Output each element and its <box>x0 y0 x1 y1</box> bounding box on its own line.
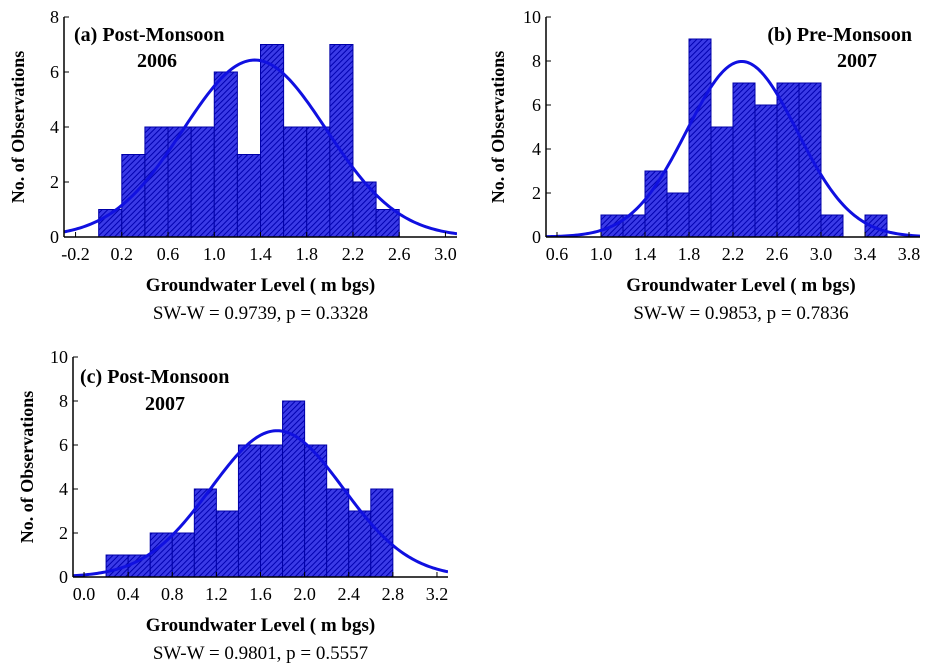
x-tick-label: 0.6 <box>546 244 569 264</box>
histogram-bar <box>282 400 306 578</box>
histogram-bar <box>260 444 284 578</box>
x-tick-label: 3.0 <box>434 244 457 264</box>
panel-title: (b) Pre-Monsoon <box>767 24 912 46</box>
histogram-bar <box>710 126 734 238</box>
histogram-bar <box>754 104 778 238</box>
y-axis-label: No. of Observations <box>17 391 37 544</box>
x-tick-label: 1.4 <box>249 244 272 264</box>
y-tick-label: 8 <box>532 51 541 71</box>
y-tick-label: 2 <box>59 523 68 543</box>
x-tick-label: 3.4 <box>854 244 877 264</box>
histogram-bar <box>237 444 261 578</box>
normal-fit-curve <box>73 429 448 577</box>
histogram-bar <box>798 82 822 238</box>
y-tick-label: 6 <box>50 62 59 82</box>
y-tick-label: 4 <box>50 117 59 137</box>
x-tick-label: 1.8 <box>678 244 701 264</box>
x-tick-label: 3.8 <box>898 244 921 264</box>
histogram-bar <box>260 44 285 238</box>
histogram-bar <box>666 192 690 238</box>
y-tick-label: 6 <box>59 435 68 455</box>
y-axis-label: No. of Observations <box>8 51 28 204</box>
normal-fit-curve <box>64 58 457 236</box>
x-tick-label: 2.8 <box>382 584 405 604</box>
histogram-bar <box>171 532 195 578</box>
histogram-bar <box>127 554 151 578</box>
panel-subtitle: 2006 <box>137 50 177 72</box>
panel-subtitle: 2007 <box>837 50 877 72</box>
histogram-bar <box>213 71 238 238</box>
histogram-bar <box>144 126 169 238</box>
histogram-bar <box>820 214 844 238</box>
x-axis-label: Groundwater Level ( m bgs) <box>146 615 375 636</box>
x-tick-label: 3.0 <box>810 244 833 264</box>
histogram-bar <box>644 170 668 238</box>
x-tick-label: 2.2 <box>722 244 745 264</box>
histogram-bar <box>236 154 262 238</box>
x-tick-label: 0.4 <box>117 584 140 604</box>
x-tick-label: -0.2 <box>61 244 90 264</box>
x-tick-label: 1.0 <box>203 244 226 264</box>
y-tick-label: 4 <box>59 479 68 499</box>
y-tick-label: 0 <box>50 227 59 247</box>
histogram-bar <box>283 126 308 238</box>
x-tick-label: 0.0 <box>73 584 96 604</box>
histogram-panel-0: -0.2 0.2 0.6 1.0 1.4 1.8 2.2 2.6 3.0 0 2 4 6 8 No. of … <box>8 7 457 324</box>
y-tick-label: 2 <box>532 183 541 203</box>
panel-subtitle: 2007 <box>145 393 185 415</box>
x-tick-label: 1.4 <box>634 244 657 264</box>
histogram-bar <box>370 488 394 578</box>
y-axis-label: No. of Observations <box>488 51 508 204</box>
histogram-bar <box>375 209 400 238</box>
y-tick-label: 0 <box>59 567 68 587</box>
x-tick-label: 3.2 <box>426 584 449 604</box>
histogram-bar <box>306 126 331 238</box>
y-tick-label: 8 <box>59 391 68 411</box>
normality-test-stat: SW-W = 0.9801, p = 0.5557 <box>153 643 368 664</box>
normality-test-stat: SW-W = 0.9739, p = 0.3328 <box>153 303 368 324</box>
y-tick-label: 0 <box>532 227 541 247</box>
x-tick-label: 2.0 <box>293 584 316 604</box>
histogram-bar <box>167 126 192 238</box>
histogram-bar <box>190 126 215 238</box>
y-tick-label: 8 <box>50 7 59 27</box>
x-tick-label: 1.8 <box>295 244 318 264</box>
histogram-bar <box>688 38 712 238</box>
x-tick-label: 1.2 <box>205 584 228 604</box>
normality-test-stat: SW-W = 0.9853, p = 0.7836 <box>633 303 848 324</box>
panel-title: (a) Post-Monsoon <box>74 24 225 46</box>
x-tick-label: 2.6 <box>388 244 411 264</box>
normal-fit-curve <box>546 59 920 237</box>
histogram-bar <box>326 488 350 578</box>
x-tick-label: 1.0 <box>590 244 613 264</box>
x-tick-label: 2.2 <box>342 244 365 264</box>
x-tick-label: 2.6 <box>766 244 789 264</box>
x-tick-label: 2.4 <box>337 584 360 604</box>
histogram-bar <box>193 488 217 578</box>
histogram-panel-1: 0.6 1.0 1.4 1.8 2.2 2.6 3.0 3.4 3.8 0 2 4 6 8 10 No. of… <box>488 7 920 324</box>
x-tick-label: 0.2 <box>111 244 134 264</box>
y-tick-label: 6 <box>532 95 541 115</box>
y-tick-label: 10 <box>50 347 68 367</box>
y-tick-label: 2 <box>50 172 59 192</box>
x-tick-label: 0.8 <box>161 584 184 604</box>
x-tick-label: 1.6 <box>249 584 272 604</box>
histogram-bar <box>776 82 800 238</box>
x-axis-label: Groundwater Level ( m bgs) <box>626 275 855 296</box>
x-tick-label: 0.6 <box>157 244 180 264</box>
histogram-panel-2: 0.0 0.4 0.8 1.2 1.6 2.0 2.4 2.8 3.2 0 2 4 6 8 10 No. of… <box>17 347 448 664</box>
histogram-bar <box>732 82 756 238</box>
histogram-bar <box>215 510 239 578</box>
panel-title: (c) Post-Monsoon <box>80 366 229 388</box>
x-axis-label: Groundwater Level ( m bgs) <box>146 275 375 296</box>
y-tick-label: 4 <box>532 139 541 159</box>
y-tick-label: 10 <box>523 7 541 27</box>
